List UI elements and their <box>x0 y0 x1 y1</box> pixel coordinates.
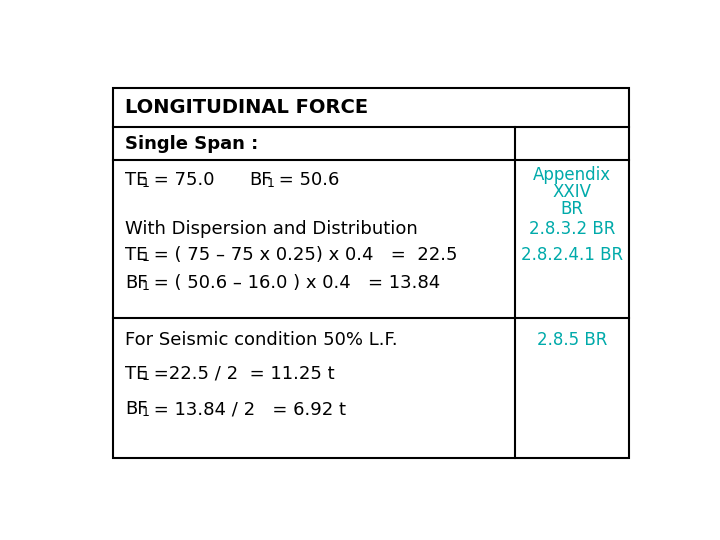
Text: For Seismic condition 50% L.F.: For Seismic condition 50% L.F. <box>125 332 397 349</box>
Text: BF: BF <box>125 400 148 418</box>
Text: 2.8.3.2 BR: 2.8.3.2 BR <box>528 220 615 238</box>
Text: Single Span :: Single Span : <box>125 135 258 153</box>
Text: TE: TE <box>125 246 148 264</box>
Text: With Dispersion and Distribution: With Dispersion and Distribution <box>125 220 418 238</box>
Text: LONGITUDINAL FORCE: LONGITUDINAL FORCE <box>125 98 368 117</box>
Text: 2.8.5 BR: 2.8.5 BR <box>536 332 607 349</box>
Text: Appendix: Appendix <box>533 166 611 184</box>
Text: = ( 50.6 – 16.0 ) x 0.4   = 13.84: = ( 50.6 – 16.0 ) x 0.4 = 13.84 <box>148 274 441 292</box>
Text: = 50.6: = 50.6 <box>273 171 339 189</box>
Text: 1: 1 <box>142 177 150 190</box>
Text: 1: 1 <box>142 406 150 419</box>
Text: BF: BF <box>249 171 271 189</box>
Text: BF: BF <box>125 274 148 292</box>
Text: 2.8.2.4.1 BR: 2.8.2.4.1 BR <box>521 246 623 264</box>
Text: TE: TE <box>125 171 148 189</box>
Text: 1: 1 <box>266 177 274 190</box>
Text: = ( 75 – 75 x 0.25) x 0.4   =  22.5: = ( 75 – 75 x 0.25) x 0.4 = 22.5 <box>148 246 458 264</box>
Text: = 13.84 / 2   = 6.92 t: = 13.84 / 2 = 6.92 t <box>148 400 346 418</box>
Text: TE: TE <box>125 364 148 382</box>
Text: XXIV: XXIV <box>552 183 591 201</box>
Text: 1: 1 <box>142 251 150 264</box>
Text: = 75.0: = 75.0 <box>148 171 215 189</box>
Text: 1: 1 <box>142 280 150 293</box>
Text: =22.5 / 2  = 11.25 t: =22.5 / 2 = 11.25 t <box>148 364 335 382</box>
Text: BR: BR <box>560 200 583 218</box>
Text: 1: 1 <box>142 370 150 383</box>
